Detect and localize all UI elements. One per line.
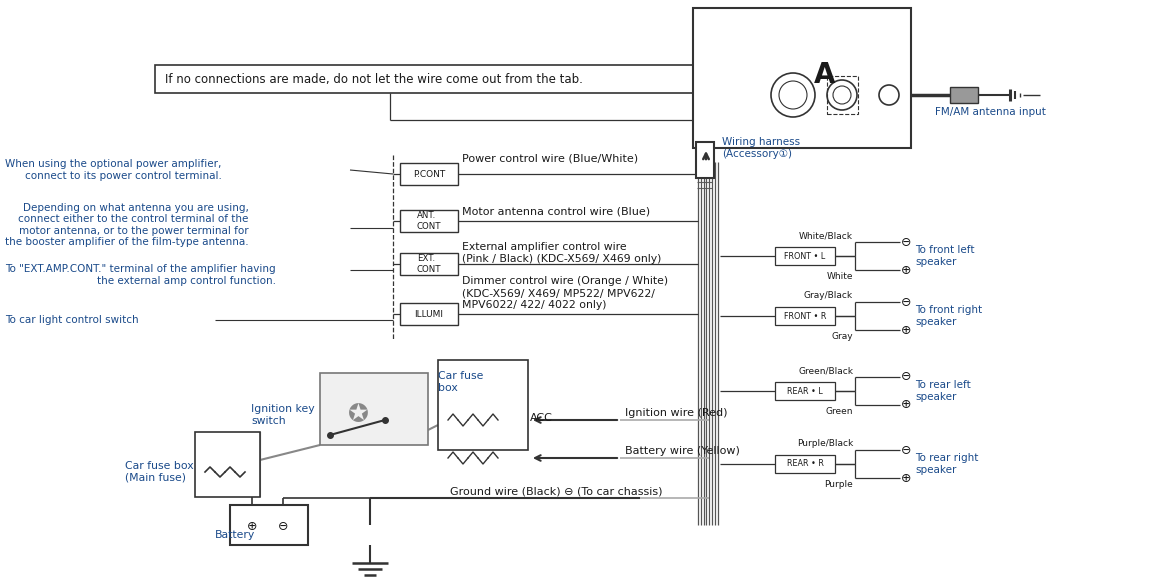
Bar (400, 303, 458, 325)
Text: Gray/Black: Gray/Black (804, 291, 853, 300)
Text: To car light control switch: To car light control switch (5, 315, 139, 325)
Text: When using the optional power amplifier,
connect to its power control terminal.: When using the optional power amplifier,… (5, 159, 221, 181)
Text: Motor antenna control wire (Blue): Motor antenna control wire (Blue) (463, 206, 650, 216)
Text: Purple/Black: Purple/Black (797, 439, 853, 448)
Bar (775, 307, 835, 325)
Text: Battery wire (Yellow): Battery wire (Yellow) (624, 446, 740, 456)
Bar (775, 247, 835, 265)
Text: ⊖: ⊖ (277, 521, 288, 533)
Text: Depending on what antenna you are using,
connect either to the control terminal : Depending on what antenna you are using,… (5, 203, 248, 248)
Bar (320, 373, 428, 445)
Bar (693, 8, 911, 148)
Text: Ignition key
switch: Ignition key switch (252, 404, 315, 426)
Bar (230, 505, 308, 545)
Text: ⊕: ⊕ (901, 472, 911, 485)
Text: Purple: Purple (825, 480, 853, 489)
Text: P.CONT: P.CONT (412, 170, 445, 178)
Text: ⊖: ⊖ (901, 296, 911, 309)
Text: To rear right
speaker: To rear right speaker (915, 453, 979, 475)
Bar (155, 65, 705, 93)
Text: FRONT • L: FRONT • L (784, 252, 826, 260)
Text: White/Black: White/Black (799, 231, 853, 240)
Text: Battery: Battery (216, 530, 255, 540)
Text: REAR • L: REAR • L (788, 386, 822, 396)
Text: Gray: Gray (832, 332, 853, 341)
Text: ⊕: ⊕ (901, 399, 911, 411)
Text: External amplifier control wire
(Pink / Black) (KDC-X569/ X469 only): External amplifier control wire (Pink / … (463, 242, 662, 264)
Text: ACC: ACC (530, 413, 553, 423)
Text: ILLUMI: ILLUMI (415, 310, 444, 318)
Bar (400, 253, 458, 275)
Text: A: A (814, 61, 835, 89)
Text: To rear left
speaker: To rear left speaker (915, 380, 970, 402)
Bar (400, 210, 458, 232)
Bar (949, 87, 977, 103)
Text: ⊕: ⊕ (247, 521, 257, 533)
Text: Dimmer control wire (Orange / White)
(KDC-X569/ X469/ MP522/ MPV622/
MPV6022/ 42: Dimmer control wire (Orange / White) (KD… (463, 277, 668, 310)
Bar (827, 76, 857, 114)
Bar (195, 432, 260, 497)
Text: FM/AM antenna input: FM/AM antenna input (935, 107, 1046, 117)
Text: If no connections are made, do not let the wire come out from the tab.: If no connections are made, do not let t… (165, 73, 582, 85)
Bar (400, 163, 458, 185)
Text: To front right
speaker: To front right speaker (915, 305, 982, 327)
Text: ⊖: ⊖ (901, 235, 911, 249)
Bar (696, 142, 714, 178)
Text: ⊖: ⊖ (901, 443, 911, 457)
Text: ANT.
CONT: ANT. CONT (417, 211, 442, 231)
Text: Car fuse box
(Main fuse): Car fuse box (Main fuse) (125, 461, 193, 483)
Text: Wiring harness
(Accessory①): Wiring harness (Accessory①) (722, 137, 800, 159)
Text: White: White (826, 272, 853, 281)
Text: EXT.
CONT: EXT. CONT (417, 254, 442, 274)
Text: Green/Black: Green/Black (798, 366, 853, 375)
Bar (775, 455, 835, 473)
Bar (775, 382, 835, 400)
Text: To "EXT.AMP.CONT." terminal of the amplifier having
the external amp control fun: To "EXT.AMP.CONT." terminal of the ampli… (5, 264, 276, 286)
Text: ✪: ✪ (347, 403, 368, 427)
Text: FRONT • R: FRONT • R (784, 311, 826, 321)
Text: To front left
speaker: To front left speaker (915, 245, 974, 267)
Text: ⊕: ⊕ (901, 324, 911, 336)
Text: Ground wire (Black) ⊖ (To car chassis): Ground wire (Black) ⊖ (To car chassis) (450, 486, 663, 496)
Text: Green: Green (826, 407, 853, 416)
Text: ⊕: ⊕ (901, 264, 911, 277)
Text: Car fuse
box: Car fuse box (438, 371, 483, 393)
Text: Power control wire (Blue/White): Power control wire (Blue/White) (463, 153, 638, 163)
Text: Ignition wire (Red): Ignition wire (Red) (624, 408, 727, 418)
Text: ⊖: ⊖ (901, 371, 911, 383)
Text: REAR • R: REAR • R (786, 460, 824, 468)
Bar (438, 360, 528, 450)
